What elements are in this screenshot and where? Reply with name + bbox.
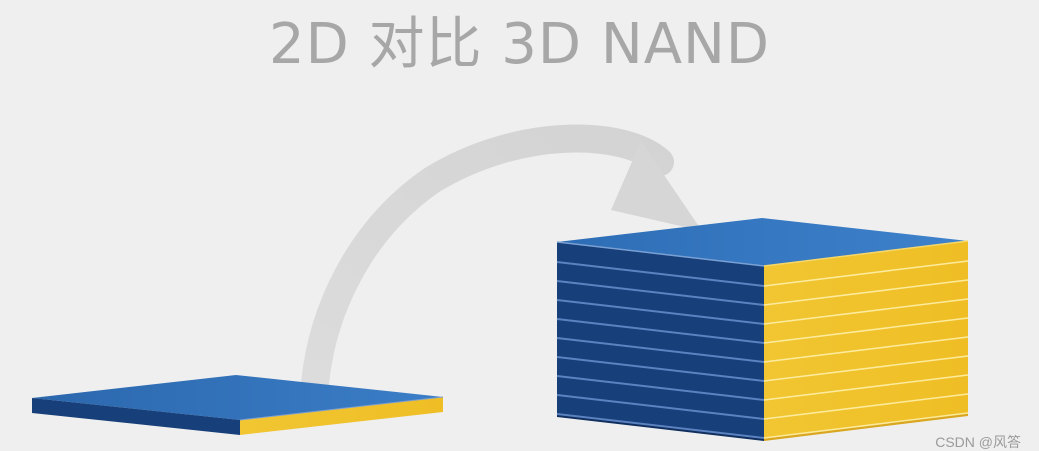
nand-2d-layer — [32, 375, 443, 435]
nand-3d-stack — [557, 218, 968, 441]
watermark: CSDN @风答 — [935, 433, 1021, 451]
